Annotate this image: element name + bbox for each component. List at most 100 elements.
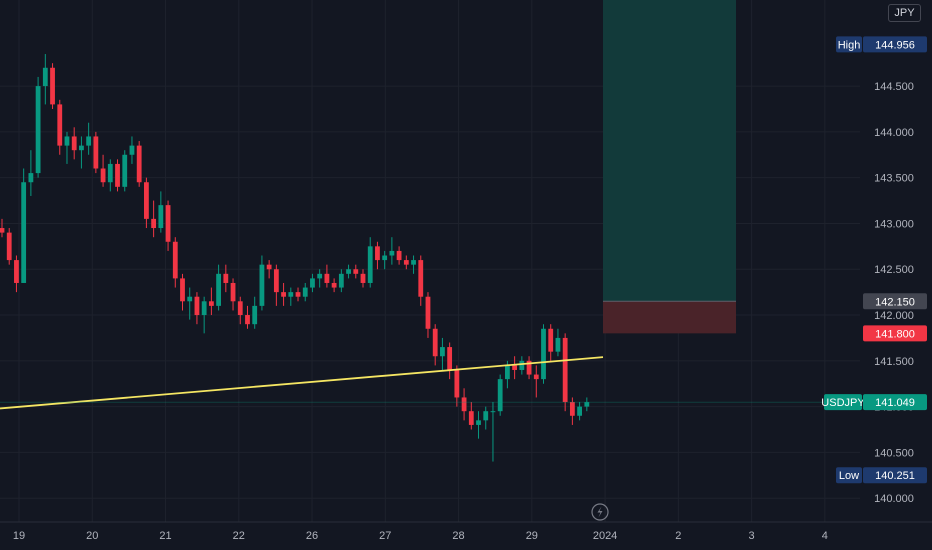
candle [79,136,84,169]
candle-body [245,315,250,325]
candle [548,324,554,361]
candle [28,150,34,196]
candle [107,159,113,192]
candle-body [194,296,200,316]
candle [42,54,48,105]
candle [338,269,344,293]
candle-body [331,282,337,288]
price-tag-label: Low [839,470,859,482]
price-tag-value: 141.800 [875,328,915,340]
currency-label[interactable]: JPY [888,4,921,22]
candle-body [165,205,171,242]
candle-body [281,292,286,297]
candle [57,99,63,155]
candle-body [42,67,48,87]
trendline-segment[interactable] [0,356,604,410]
candle-body [396,250,402,261]
price-axis-background [860,0,932,550]
candle [93,131,99,174]
candle-body [295,292,301,297]
stop-loss-zone[interactable] [603,301,736,334]
time-tick-label: 4 [822,530,828,542]
candle [100,154,106,187]
candle-body [461,397,467,412]
candle [273,264,279,306]
candle-body [584,402,590,407]
candle [208,287,214,316]
candle-body [447,347,453,370]
candle [375,241,380,270]
candle [519,356,525,375]
candle [533,365,539,398]
price-tick-label: 144.500 [874,81,914,93]
candle-body [122,154,128,187]
candle [562,333,568,412]
candle-body [548,328,554,352]
candle [331,278,337,293]
candle [367,237,373,288]
candle [6,228,12,265]
price-tick-label: 140.500 [874,447,914,459]
time-tick-label: 21 [159,530,171,542]
price-tag: USDJPY 141.049 [821,394,927,411]
trendline[interactable] [0,356,604,410]
candle [490,402,496,462]
candle-body [519,360,525,370]
candle-body [288,292,294,297]
price-tick-label: 144.000 [874,127,914,139]
candle [187,287,193,320]
candle [577,402,582,421]
candle [252,296,258,329]
candle [129,136,135,164]
candle-body [0,228,5,233]
candle [115,159,120,192]
candle [180,273,185,311]
candle-body [497,379,503,412]
candle-body [223,273,229,283]
price-tag-value: 142.150 [875,296,915,308]
candle-body [562,337,568,403]
price-tag-value: 140.251 [875,470,915,482]
time-axis[interactable]: 19 20 21 22 26 27 28 29 2024 2 3 4 [0,521,932,550]
candle [237,296,243,325]
candle [396,246,402,265]
candle-body [440,347,445,357]
long-position-tool[interactable] [603,0,736,334]
candle-body [483,411,489,421]
candle-body [512,365,518,370]
candle-body [107,163,113,183]
candle [151,200,157,238]
price-tag-value-box [863,325,927,342]
candle-body [230,282,236,302]
candle-body [273,269,279,293]
lightning-icon[interactable] [591,503,609,521]
candle-body [86,136,92,146]
candle-body [353,269,359,274]
candle [302,282,308,302]
time-tick-label: 26 [306,530,318,542]
candlestick-series [0,54,590,462]
candle [64,131,70,164]
price-tag-label: USDJPY [821,397,865,409]
candle-body [302,287,308,297]
time-tick-label: 3 [749,530,755,542]
candle-body [425,296,431,329]
time-tick-label: 22 [233,530,245,542]
candle [194,292,200,325]
candle [346,264,351,279]
candle-body [533,374,539,380]
candle [425,292,431,338]
candle [403,255,409,270]
price-tag: 141.800 [863,325,927,342]
price-tag-label: High [838,39,861,51]
time-tick-label: 28 [452,530,464,542]
candle [483,406,489,430]
candle [447,342,453,380]
profit-zone[interactable] [603,0,736,302]
candle [266,260,272,279]
candle-body [172,241,178,279]
price-tag-label-box [824,394,862,411]
price-tag-label-box [836,467,862,484]
candle-body [476,420,481,425]
